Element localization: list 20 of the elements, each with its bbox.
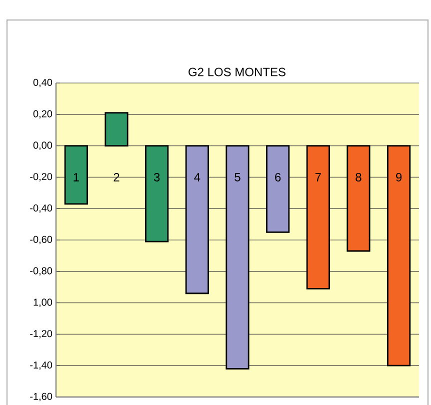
y-tick-label: 0,00	[33, 142, 52, 150]
y-tick-label: 0,20	[33, 110, 52, 119]
y-tick-label: -0,80	[30, 267, 52, 276]
y-tick-label: 1,00	[34, 298, 52, 307]
y-tick-label: 0,40	[33, 78, 52, 88]
chart-title: G2 LOS MONTES	[188, 68, 286, 76]
x-tick-label: 7	[315, 173, 321, 182]
x-tick-label: 5	[234, 173, 240, 182]
x-tick-label: 3	[154, 172, 160, 182]
y-tick-label: -1,40	[30, 361, 52, 370]
y-tick-label: -0,60	[30, 236, 52, 244]
y-tick-label: -1,60	[30, 392, 52, 402]
x-tick-label: 9	[396, 172, 402, 182]
y-tick-label: -0,40	[30, 204, 52, 213]
x-tick-label: 8	[356, 172, 362, 182]
x-tick-label: 1	[74, 173, 79, 182]
x-tick-label: 6	[275, 172, 281, 182]
x-tick-label: 4	[194, 173, 200, 182]
y-tick-label: -0,20	[30, 173, 52, 182]
y-tick-label: -1,20	[30, 330, 52, 338]
